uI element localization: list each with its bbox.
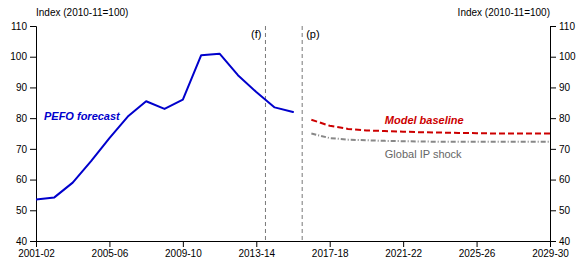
tick-mark bbox=[30, 241, 36, 242]
y-axis-line bbox=[30, 27, 37, 242]
x-axis: 2001-02 2005-06 2009-10 2013-14 2017-18 2021-… bbox=[18, 241, 569, 259]
chart: 2001-02 2005-06 2009-10 2013-14 2017-18 2021-… bbox=[0, 0, 586, 265]
tick-label: 70 bbox=[16, 144, 28, 155]
tick: 2013-14 bbox=[238, 241, 275, 259]
tick-mark bbox=[550, 57, 556, 58]
tick-label: 2001-02 bbox=[18, 248, 55, 259]
tick-mark bbox=[256, 241, 257, 247]
y-axis: 40 50 60 70 80 90 100 110 bbox=[10, 21, 36, 247]
tick: 70 bbox=[16, 144, 36, 155]
tick-mark bbox=[550, 26, 556, 27]
tick-mark bbox=[477, 241, 478, 247]
tick-label: 60 bbox=[559, 174, 571, 185]
vertical-line bbox=[302, 26, 303, 241]
tick-label: 50 bbox=[16, 205, 28, 216]
series-label: PEFO forecast bbox=[44, 110, 121, 122]
tick-mark bbox=[30, 26, 36, 27]
series-line bbox=[36, 54, 293, 200]
tick: 80 bbox=[550, 113, 571, 124]
y-axis-title: Index (2010-11=100) bbox=[36, 7, 128, 18]
tick: 100 bbox=[10, 51, 36, 62]
tick-mark bbox=[30, 87, 36, 88]
tick: 90 bbox=[550, 82, 571, 93]
tick-mark bbox=[403, 241, 404, 247]
tick: 2017-18 bbox=[312, 241, 349, 259]
tick-mark bbox=[30, 57, 36, 58]
y2-axis: 40 50 60 70 80 90 100 110 bbox=[550, 21, 576, 247]
tick-label: 90 bbox=[16, 82, 28, 93]
tick-label: 2017-18 bbox=[312, 248, 349, 259]
tick-label: 2009-10 bbox=[165, 248, 202, 259]
tick-label: 60 bbox=[16, 174, 28, 185]
tick-label: 50 bbox=[559, 205, 571, 216]
tick: 80 bbox=[16, 113, 36, 124]
tick-mark bbox=[550, 149, 556, 150]
tick-label: 40 bbox=[559, 236, 571, 247]
tick-label: 100 bbox=[10, 51, 27, 62]
tick-label: 70 bbox=[559, 144, 571, 155]
annotations: (f) (p) PEFO forecast Model baseline Global … bbox=[44, 28, 464, 160]
tick-mark bbox=[30, 149, 36, 150]
tick-label: 80 bbox=[559, 113, 571, 124]
tick-mark bbox=[550, 241, 556, 242]
tick: 50 bbox=[550, 205, 571, 216]
tick-mark bbox=[550, 87, 556, 88]
tick: 70 bbox=[550, 144, 571, 155]
vertical-line bbox=[265, 26, 266, 241]
tick-mark bbox=[550, 210, 556, 211]
tick: 110 bbox=[11, 21, 36, 32]
vertical-line-label: (p) bbox=[306, 28, 319, 40]
y2-axis-line bbox=[551, 27, 557, 242]
tick: 60 bbox=[16, 174, 36, 185]
tick: 2025-26 bbox=[459, 241, 496, 259]
tick-label: 2029-30 bbox=[532, 248, 569, 259]
tick-label: 2021-22 bbox=[385, 248, 422, 259]
tick: 100 bbox=[550, 51, 576, 62]
series-label: Model baseline bbox=[385, 114, 464, 126]
tick-label: 2025-26 bbox=[459, 248, 496, 259]
tick-mark bbox=[183, 241, 184, 247]
series-label: Global IP shock bbox=[385, 148, 462, 160]
tick-label: 40 bbox=[16, 236, 28, 247]
series-line bbox=[311, 134, 550, 142]
tick-label: 2013-14 bbox=[238, 248, 275, 259]
tick: 110 bbox=[550, 21, 575, 32]
tick-label: 110 bbox=[11, 21, 27, 32]
tick: 2021-22 bbox=[385, 241, 422, 259]
tick-label: 110 bbox=[559, 21, 575, 32]
tick-mark bbox=[30, 210, 36, 211]
tick: 2005-06 bbox=[92, 241, 129, 259]
tick: 40 bbox=[16, 236, 36, 247]
tick: 90 bbox=[16, 82, 36, 93]
tick-label: 90 bbox=[559, 82, 571, 93]
tick-mark bbox=[109, 241, 110, 247]
vertical-line-label: (f) bbox=[251, 28, 261, 40]
tick-mark bbox=[30, 180, 36, 181]
tick-label: 100 bbox=[559, 51, 576, 62]
tick: 40 bbox=[550, 236, 571, 247]
tick-label: 80 bbox=[16, 113, 28, 124]
tick-mark bbox=[550, 118, 556, 119]
y2-axis-title: Index (2010-11=100) bbox=[458, 7, 550, 18]
tick: 50 bbox=[16, 205, 36, 216]
tick: 2009-10 bbox=[165, 241, 202, 259]
tick: 60 bbox=[550, 174, 571, 185]
plot: 2001-02 2005-06 2009-10 2013-14 2017-18 2021-… bbox=[10, 21, 576, 259]
marks bbox=[36, 26, 550, 241]
tick-mark bbox=[330, 241, 331, 247]
tick-mark bbox=[30, 118, 36, 119]
tick-mark bbox=[550, 180, 556, 181]
tick-label: 2005-06 bbox=[92, 248, 129, 259]
x-axis-line bbox=[37, 242, 551, 248]
